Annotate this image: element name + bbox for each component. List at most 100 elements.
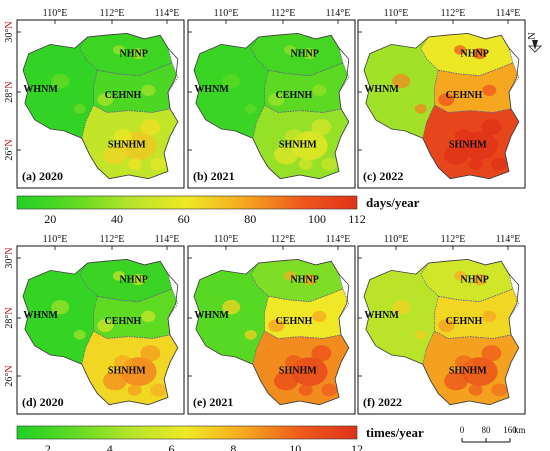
hotspot-blob	[311, 345, 332, 362]
hotspot-blob	[284, 129, 303, 144]
region-fill-cehnh	[93, 62, 178, 113]
hotspot-blob	[438, 93, 455, 106]
panel-label: (e) 2021	[193, 395, 233, 409]
hotspot-blob	[414, 104, 427, 114]
hotspot-blob	[51, 300, 70, 315]
hotspot-blob	[73, 330, 86, 340]
hotspot-blob	[312, 310, 327, 322]
hotspot-blob	[97, 319, 114, 332]
hotspot-blob	[113, 355, 132, 370]
hotspot-blob	[222, 300, 241, 315]
map-panel-c: NHNP WHNM CEHNH SHNHM (c) 2022 110°E 112°E 114°…	[357, 8, 526, 189]
map-fill	[364, 259, 519, 405]
hotspot-blob	[312, 84, 327, 96]
colorbar-unit: days/year	[366, 195, 420, 210]
hotspot-blob	[284, 45, 296, 55]
map-fill	[194, 259, 349, 405]
hotspot-blob	[113, 129, 132, 144]
hotspot-blob	[141, 310, 156, 322]
region-fill-cehnh	[434, 62, 519, 113]
lon-tick-label: 110°E	[214, 234, 239, 245]
lon-tick-label: 114°E	[496, 234, 521, 245]
colorbar-tick-label: 80	[244, 212, 256, 226]
hotspot-blob	[268, 93, 285, 106]
panel-label: (c) 2022	[363, 169, 403, 183]
hotspot-blob	[127, 384, 142, 396]
hotspot-blob	[274, 145, 299, 165]
north-arrow-head	[532, 40, 538, 50]
hotspot-blob	[481, 119, 502, 136]
hotspot-blob	[481, 345, 502, 362]
region-label-shnhm: SHNHM	[279, 139, 317, 150]
region-label-cehnh: CEHNH	[446, 90, 483, 101]
hotspot-blob	[321, 383, 338, 397]
province-outline	[193, 258, 350, 406]
hotspot-blob	[140, 119, 161, 136]
hotspot-blob	[244, 104, 257, 114]
region-label-nhnp: NHNP	[461, 274, 489, 285]
region-label-whnm: WHNM	[23, 310, 58, 321]
province-outline	[22, 258, 179, 406]
colorbar-gradient	[16, 425, 358, 440]
colorbar-tick-label: 8	[230, 442, 236, 451]
map-panel-b: NHNP WHNM CEHNH SHNHM (b) 2021 110°E 112°E 114°…	[187, 8, 356, 189]
hotspot-blob	[491, 383, 508, 397]
hotspot-blob	[468, 158, 483, 170]
region-label-shnhm: SHNHM	[449, 365, 487, 376]
region-label-whnm: WHNM	[364, 84, 399, 95]
hotspot-blob	[131, 48, 146, 60]
lon-tick-label: 114°E	[496, 8, 521, 19]
lon-tick-label: 114°E	[155, 234, 180, 245]
map-panel-e: NHNP WHNM CEHNH SHNHM (e) 2021 110°E 112°E 114°…	[187, 234, 356, 415]
map-panel-f: NHNP WHNM CEHNH SHNHM (f) 2022 110°E 112°E 114°…	[357, 234, 526, 415]
hotspot-blob	[321, 157, 338, 171]
colorbar-tick-label: 60	[178, 212, 190, 226]
region-label-nhnp: NHNP	[461, 48, 489, 59]
province-outline	[193, 32, 350, 180]
lon-tick-label: 112°E	[100, 234, 125, 245]
region-label-whnm: WHNM	[194, 84, 229, 95]
region-label-shnhm: SHNHM	[108, 139, 146, 150]
hotspot-blob	[482, 310, 497, 322]
lon-tick-label: 112°E	[271, 234, 296, 245]
north-arrow-body	[528, 45, 542, 53]
hotspot-blob	[103, 145, 128, 165]
hotspot-blob	[131, 274, 146, 286]
lon-tick-label: 112°E	[100, 8, 125, 19]
hotspot-blob	[298, 384, 313, 396]
region-label-cehnh: CEHNH	[276, 90, 313, 101]
hotspot-blob	[140, 345, 161, 362]
scale-bar-label: 80	[482, 425, 492, 435]
region-border	[250, 33, 344, 77]
scale-bar-label: 0	[460, 425, 465, 435]
scale-bar-label: 160	[503, 425, 517, 435]
panel-label: (f) 2022	[363, 395, 402, 409]
hotspot-blob	[454, 129, 473, 144]
hotspot-blob	[472, 274, 487, 286]
hotspot-blob	[127, 158, 142, 170]
hotspot-blob	[244, 330, 257, 340]
hotspot-blob	[222, 74, 241, 89]
region-fill-nhnp	[250, 259, 343, 302]
region-fill-cehnh	[434, 288, 519, 339]
province-outline	[22, 32, 179, 180]
colorbar-tick-label: 2	[45, 442, 51, 451]
hotspot-blob	[468, 384, 483, 396]
lat-tick-label: 26°N	[4, 365, 15, 386]
map-fill	[23, 33, 178, 179]
hotspot-blob	[284, 271, 296, 281]
hotspot-blob	[302, 48, 317, 60]
hotspot-blob	[414, 330, 427, 340]
region-fill-nhnp	[79, 259, 172, 302]
hotspot-blob	[141, 84, 156, 96]
region-label-cehnh: CEHNH	[105, 90, 142, 101]
hotspot-blob	[298, 158, 313, 170]
lat-tick-label: 28°N	[4, 307, 15, 328]
map-fill	[23, 259, 178, 405]
hotspot-blob	[302, 274, 317, 286]
colorbar-tick-label: 20	[44, 212, 56, 226]
map-fill	[194, 33, 349, 179]
region-label-whnm: WHNM	[194, 310, 229, 321]
